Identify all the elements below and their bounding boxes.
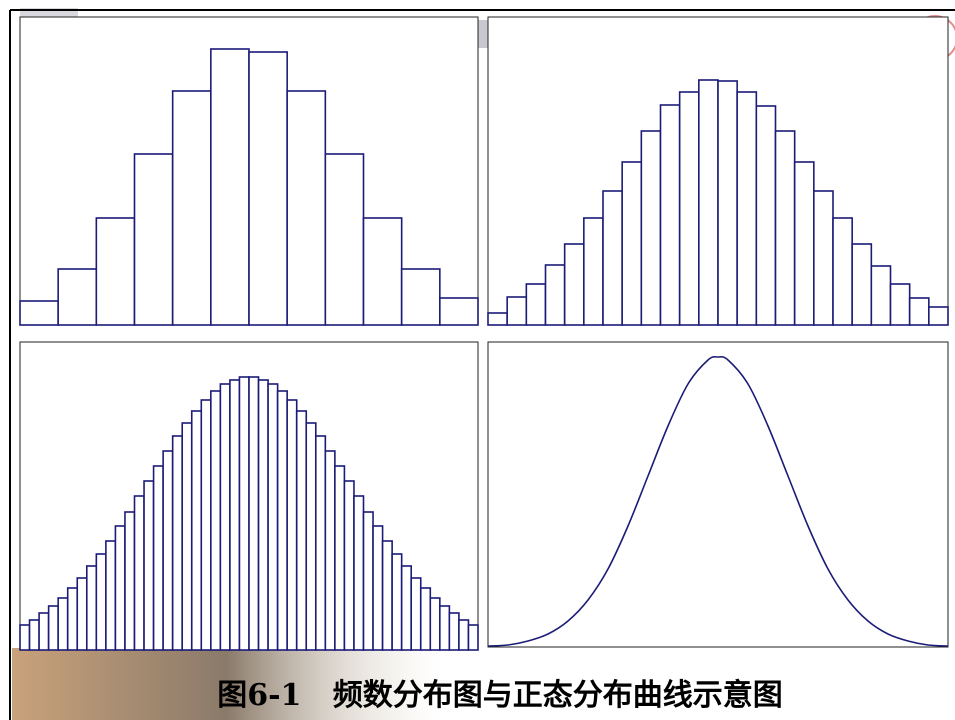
bar xyxy=(39,613,49,650)
bar xyxy=(661,105,680,325)
bar xyxy=(230,380,240,650)
bar xyxy=(699,80,718,325)
bar xyxy=(182,423,192,650)
bar xyxy=(430,598,440,650)
bar xyxy=(364,512,374,650)
bar xyxy=(756,106,775,325)
bar xyxy=(87,566,97,650)
bar xyxy=(440,298,478,325)
bar xyxy=(344,481,354,650)
bar xyxy=(565,244,584,325)
bar xyxy=(249,377,259,650)
bar xyxy=(584,218,603,325)
bar xyxy=(402,566,412,650)
bar xyxy=(211,49,249,325)
bar xyxy=(278,391,288,650)
bar xyxy=(603,191,622,325)
bar xyxy=(58,598,68,650)
bar xyxy=(306,423,316,650)
bar xyxy=(297,411,307,650)
bar xyxy=(488,313,507,325)
bar xyxy=(135,154,173,325)
bar xyxy=(173,91,211,325)
bar xyxy=(125,512,135,650)
bar xyxy=(325,154,363,325)
bar xyxy=(402,269,440,325)
panel xyxy=(488,342,948,647)
bar xyxy=(929,307,948,325)
bar xyxy=(871,266,890,325)
bar xyxy=(115,526,125,650)
bar xyxy=(20,301,58,325)
bar xyxy=(737,92,756,325)
bar xyxy=(163,451,173,650)
bar xyxy=(891,284,910,325)
slide: 图6-1 频数分布图与正态分布曲线示意图 xyxy=(0,0,955,720)
bar xyxy=(96,218,134,325)
bar xyxy=(526,284,545,325)
bar xyxy=(383,541,393,650)
bar xyxy=(910,298,929,325)
bar xyxy=(335,466,345,650)
bar xyxy=(144,481,154,650)
bar xyxy=(96,554,106,650)
bar xyxy=(449,613,459,650)
bar xyxy=(106,541,116,650)
bar xyxy=(68,588,78,650)
bar xyxy=(546,265,565,325)
bar xyxy=(440,606,450,650)
bar xyxy=(776,131,795,325)
bar xyxy=(173,436,183,650)
bar xyxy=(507,297,526,325)
bar xyxy=(718,81,737,325)
bar xyxy=(220,384,230,650)
bar xyxy=(622,162,641,325)
bar xyxy=(58,269,96,325)
bar xyxy=(135,496,145,650)
bar xyxy=(852,244,871,325)
bar xyxy=(77,578,87,650)
bar xyxy=(249,52,287,325)
bar xyxy=(259,380,269,650)
bar xyxy=(373,526,383,650)
bar xyxy=(192,411,202,650)
bar xyxy=(468,625,478,650)
bar xyxy=(287,91,325,325)
bar xyxy=(354,496,364,650)
bar xyxy=(211,391,221,650)
bar xyxy=(814,191,833,325)
bar xyxy=(49,606,59,650)
bar xyxy=(459,620,469,650)
bar xyxy=(411,578,421,650)
bar xyxy=(641,131,660,325)
bar xyxy=(239,377,249,650)
bar xyxy=(795,162,814,325)
bar xyxy=(316,436,326,650)
caption: 图6-1 频数分布图与正态分布曲线示意图 xyxy=(217,678,783,713)
bar xyxy=(20,625,30,650)
bar xyxy=(833,218,852,325)
bar xyxy=(680,92,699,325)
bar xyxy=(287,400,297,650)
bar xyxy=(325,451,335,650)
bar xyxy=(364,218,402,325)
bar xyxy=(421,588,431,650)
bar xyxy=(30,620,40,650)
bar xyxy=(201,400,211,650)
bar xyxy=(268,384,278,650)
bar xyxy=(392,554,402,650)
bar xyxy=(154,466,164,650)
